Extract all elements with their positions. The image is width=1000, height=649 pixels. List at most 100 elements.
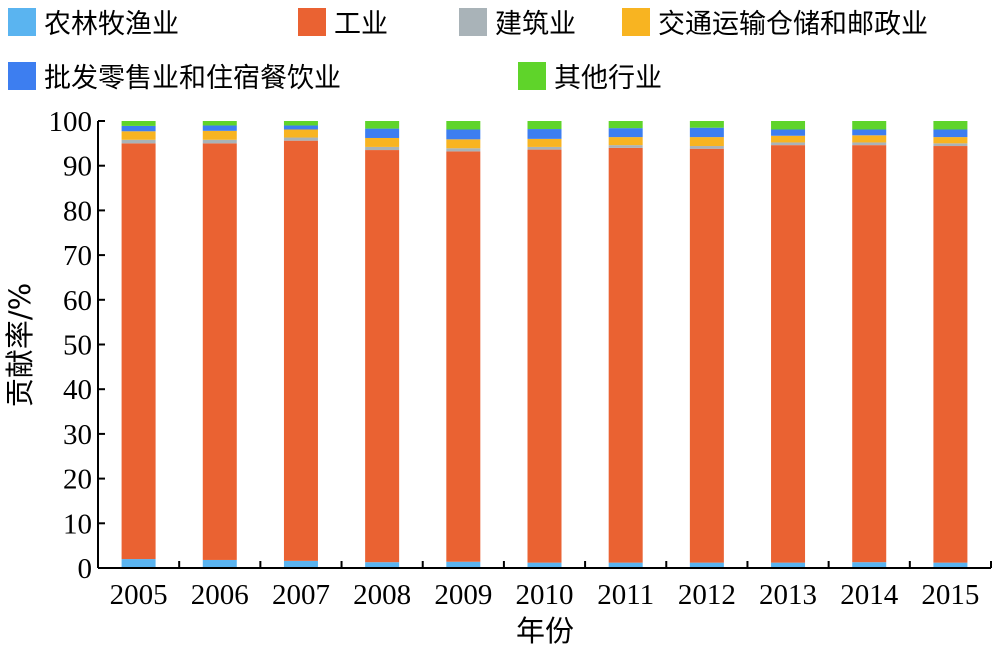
- bar-segment: [202, 130, 237, 140]
- legend-swatch: [459, 8, 487, 36]
- bar-segment: [608, 147, 643, 563]
- bar-segment: [608, 137, 643, 146]
- bar-segment: [365, 150, 400, 563]
- bar-segment: [446, 151, 481, 562]
- bar-segment: [527, 129, 562, 139]
- bar-segment: [852, 145, 887, 563]
- bar-segment: [852, 135, 887, 143]
- bar-segment: [283, 125, 318, 130]
- legend-label: 农林牧渔业: [44, 9, 179, 40]
- bar-segment: [608, 562, 643, 568]
- bar-segment: [933, 121, 968, 130]
- bar-segment: [771, 121, 806, 130]
- x-tick-label: 2015: [921, 579, 979, 611]
- bar-segment: [689, 562, 724, 568]
- bar-segment: [608, 128, 643, 138]
- bar-segment: [852, 562, 887, 568]
- bar-segment: [202, 139, 237, 144]
- legend-swatch: [8, 62, 36, 90]
- bar-segment: [933, 143, 968, 147]
- x-tick-label: 2006: [191, 579, 249, 611]
- bar-segment: [933, 146, 968, 563]
- bar-segment: [933, 129, 968, 138]
- legend-label: 其他行业: [554, 63, 662, 94]
- legend-swatch: [518, 62, 546, 90]
- bar-segment: [121, 143, 156, 560]
- bar-segment: [689, 121, 724, 128]
- bar-segment: [283, 129, 318, 138]
- x-tick-label: 2005: [110, 579, 168, 611]
- bar-segment: [365, 137, 400, 147]
- bar-segment: [852, 121, 887, 130]
- bar-segment: [202, 143, 237, 560]
- x-tick-label: 2010: [516, 579, 574, 611]
- legend-label: 工业: [334, 9, 388, 40]
- bar-segment: [608, 121, 643, 129]
- legend-label: 批发零售业和住宿餐饮业: [44, 63, 341, 94]
- bar-segment: [689, 137, 724, 147]
- y-tick-label: 100: [49, 106, 93, 138]
- y-tick-label: 10: [63, 508, 92, 540]
- bar-segment: [121, 125, 156, 132]
- y-tick-label: 20: [63, 464, 92, 496]
- y-tick-label: 40: [63, 374, 92, 406]
- x-axis-title: 年份: [516, 614, 574, 648]
- bar-segment: [446, 148, 481, 152]
- bar-segment: [689, 148, 724, 563]
- x-tick-label: 2011: [597, 579, 654, 611]
- bar-segment: [771, 129, 806, 136]
- y-tick-label: 60: [63, 285, 92, 317]
- bar-segment: [202, 125, 237, 131]
- bar-segment: [283, 140, 318, 561]
- bar-segment: [527, 121, 562, 130]
- bar-segment: [933, 137, 968, 144]
- bar-segment: [365, 562, 400, 568]
- y-tick-label: 0: [78, 553, 93, 585]
- bar-segment: [771, 145, 806, 563]
- bar-segment: [771, 562, 806, 568]
- bar-segment: [689, 146, 724, 149]
- legend-swatch: [298, 8, 326, 36]
- bar-segment: [527, 146, 562, 150]
- bar-segment: [852, 142, 887, 146]
- legend-label: 建筑业: [495, 9, 576, 40]
- x-tick-label: 2009: [434, 579, 492, 611]
- y-tick-label: 80: [63, 195, 92, 227]
- y-tick-label: 50: [63, 330, 92, 362]
- bar-segment: [283, 137, 318, 141]
- bar-segment: [283, 560, 318, 568]
- y-ticks: 0 10 20 30 40 50 60 70 80 90 100: [49, 106, 105, 585]
- y-tick-label: 70: [63, 240, 92, 272]
- bar-segment: [527, 562, 562, 568]
- x-ticks: 2005 2006 2007 2008 2009 2010 2011 2012 2013 2014…: [97, 561, 992, 611]
- bar-segment: [771, 142, 806, 146]
- bar-segment: [933, 562, 968, 568]
- bar-segment: [365, 121, 400, 129]
- y-tick-label: 90: [63, 151, 92, 183]
- legend-swatch: [622, 8, 650, 36]
- bar-segment: [121, 139, 156, 144]
- x-tick-label: 2007: [272, 579, 330, 611]
- y-tick-label: 30: [63, 419, 92, 451]
- bar-segment: [121, 121, 156, 126]
- bar-segment: [527, 138, 562, 147]
- y-axis-title: 贡献率/%: [3, 283, 37, 407]
- legend-label: 交通运输仓储和邮政业: [658, 9, 928, 40]
- bar-segment: [283, 121, 318, 126]
- legend-swatch: [8, 8, 36, 36]
- x-tick-label: 2014: [840, 579, 899, 611]
- bars: [121, 121, 968, 568]
- bar-segment: [608, 145, 643, 148]
- bar-segment: [771, 135, 806, 143]
- x-tick-label: 2008: [353, 579, 411, 611]
- bar-segment: [365, 146, 400, 151]
- x-tick-label: 2012: [678, 579, 736, 611]
- bar-segment: [527, 149, 562, 563]
- bar-segment: [121, 559, 156, 568]
- x-tick-label: 2013: [759, 579, 817, 611]
- bar-segment: [689, 127, 724, 138]
- bar-segment: [121, 131, 156, 140]
- bar-segment: [446, 129, 481, 140]
